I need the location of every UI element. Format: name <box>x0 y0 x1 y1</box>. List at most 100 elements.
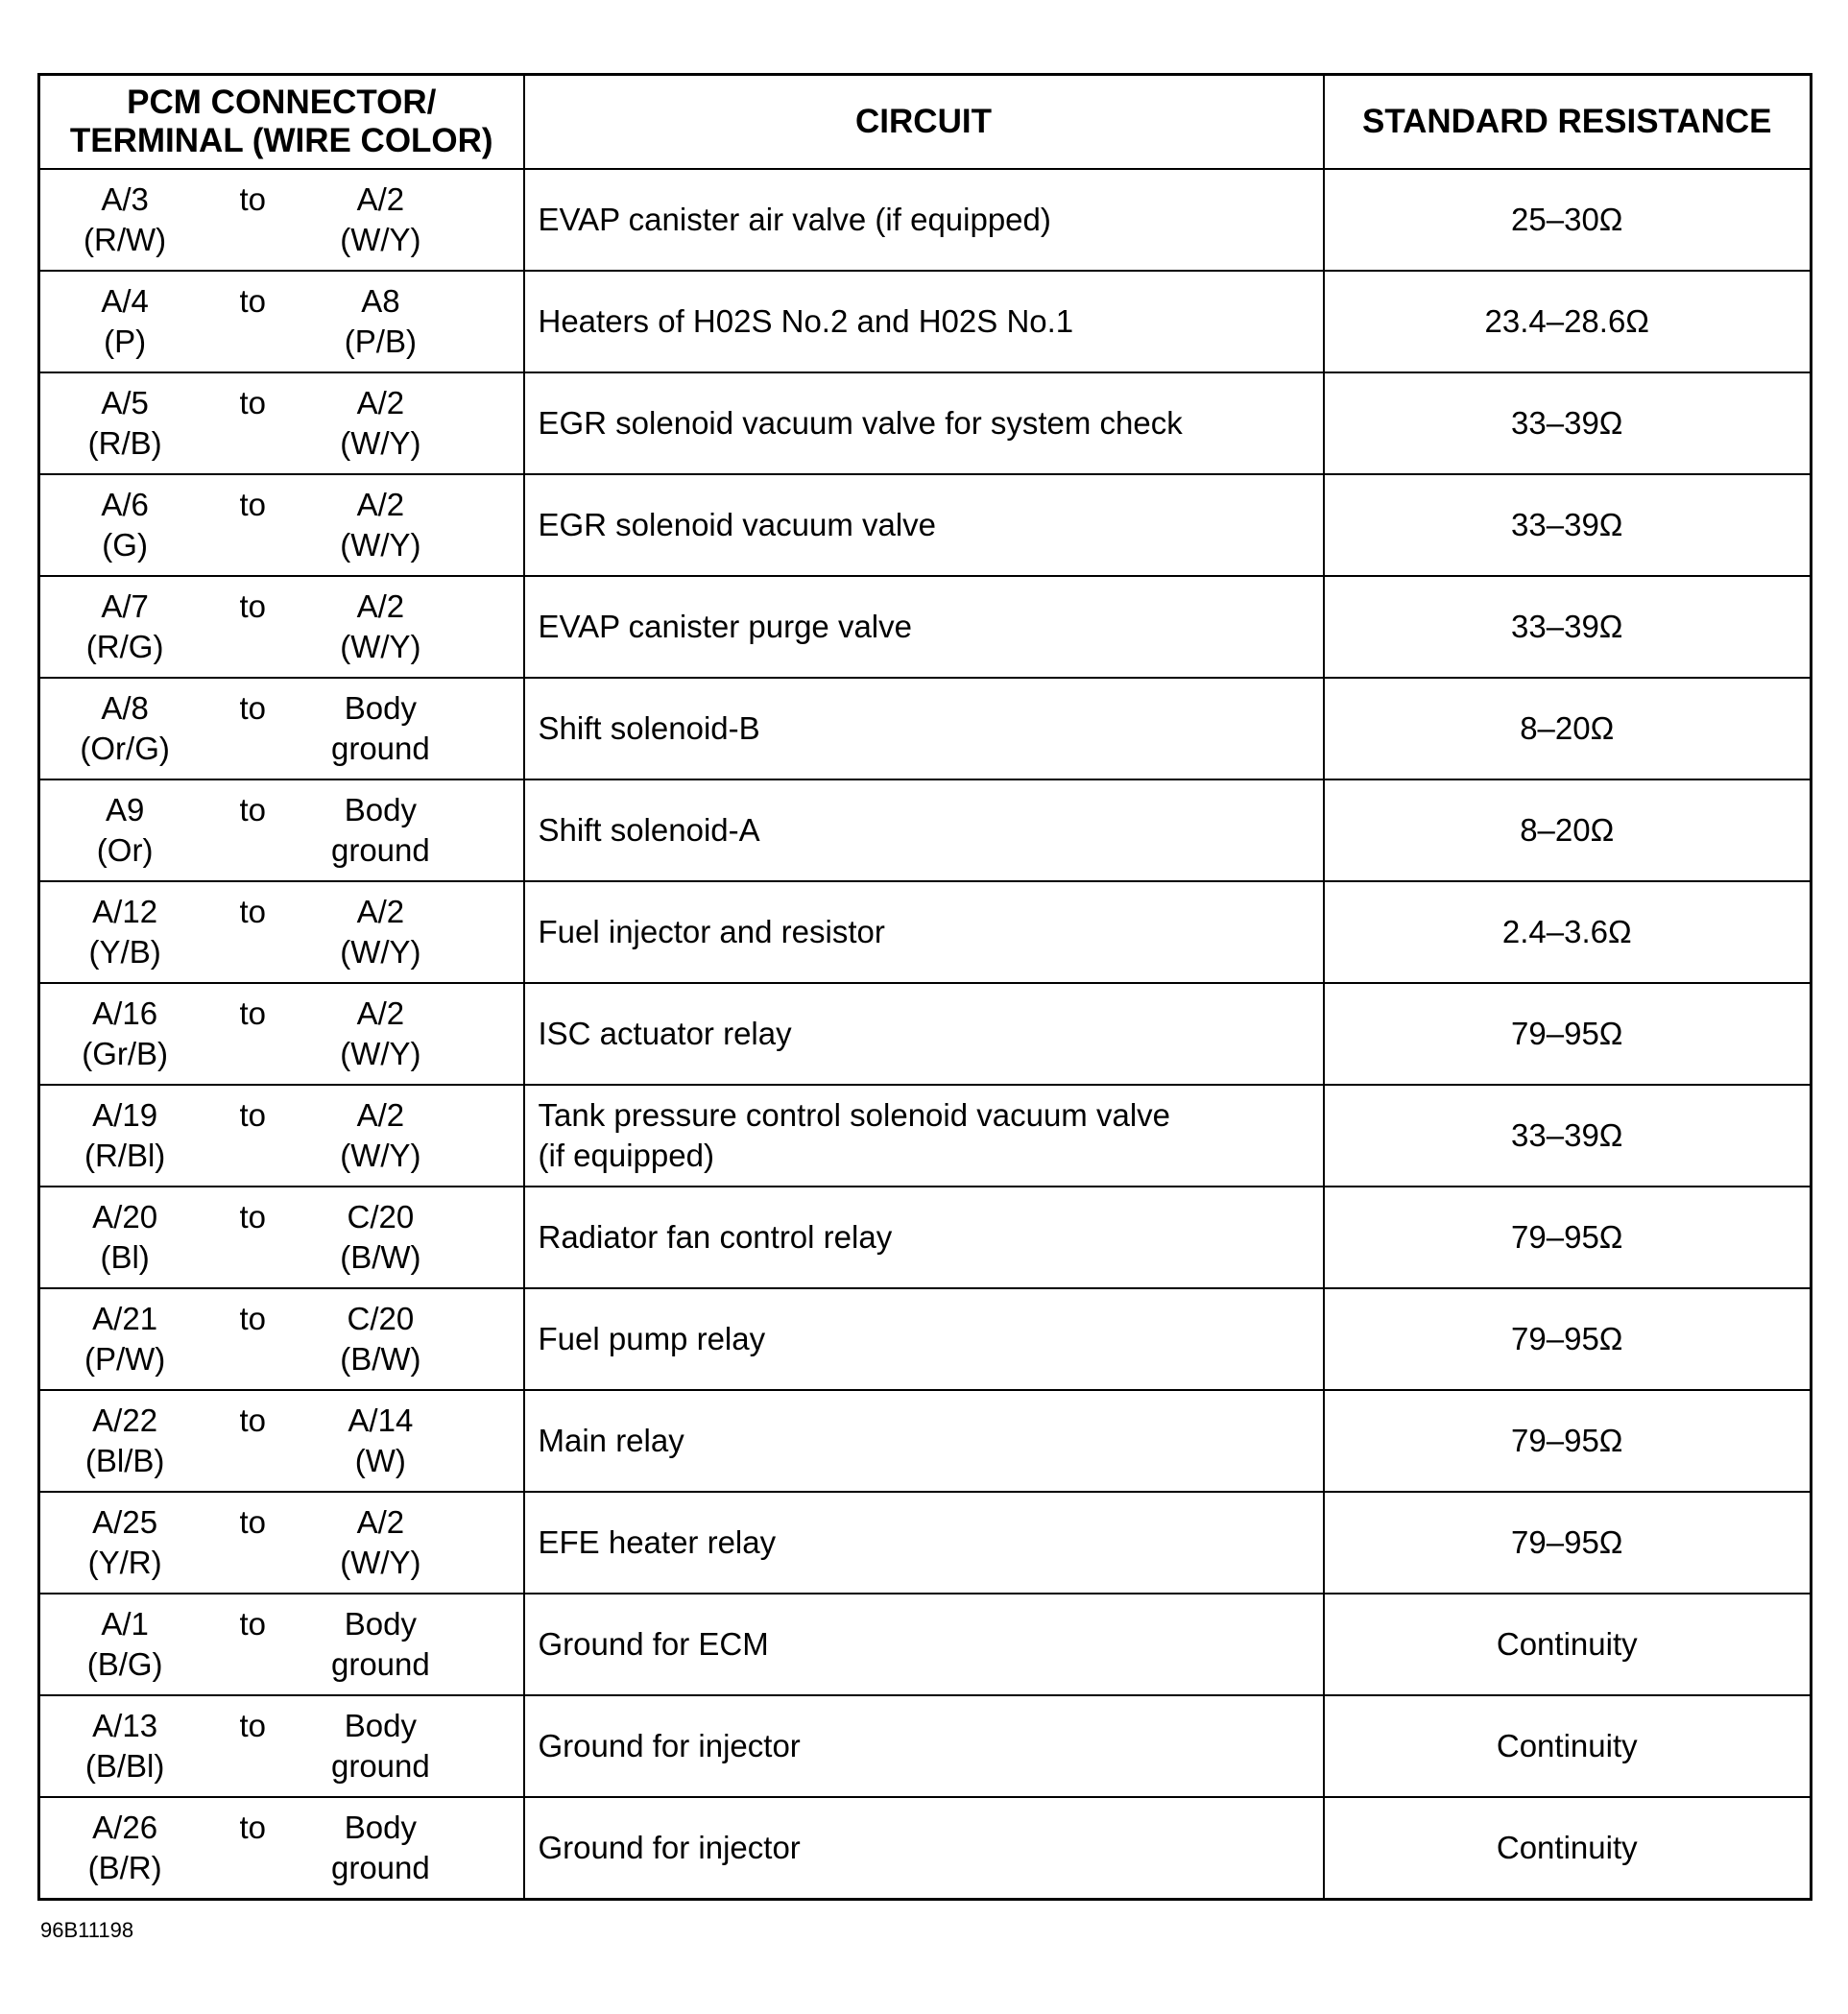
circuit-cell: EGR solenoid vacuum valve <box>522 473 1325 577</box>
terminal-cell: A/13 to Body (B/Bl) ground <box>37 1694 525 1798</box>
terminal-cell: A/16 to A/2 (Gr/B) (W/Y) <box>37 982 525 1086</box>
table-row: A/6 to A/2 (G) (W/Y) EGR solenoid vacuum valv… <box>37 473 1812 577</box>
from-wire-color: (R/Bl) <box>84 1138 166 1173</box>
dest-terminal: Body <box>344 1606 417 1642</box>
resistance-cell: 23.4–28.6Ω <box>1322 270 1812 373</box>
from-wire-color: (B/Bl) <box>84 1748 165 1784</box>
from-wire-color: (B/R) <box>87 1850 162 1885</box>
from-wire-color: (Bl) <box>100 1239 150 1275</box>
from-wire-color: (G) <box>102 527 148 563</box>
circuit-cell: EFE heater relay <box>522 1491 1325 1594</box>
dest-terminal: A/2 <box>356 588 405 624</box>
circuit-text: Shift solenoid-B <box>538 710 760 746</box>
header-terminal-line1: PCM CONNECTOR/ <box>127 84 437 121</box>
resistance-cell: 25–30Ω <box>1322 168 1812 272</box>
dest-terminal: A/2 <box>356 385 405 420</box>
resistance-cell: Continuity <box>1322 1694 1812 1798</box>
header-circuit: CIRCUIT <box>522 73 1325 170</box>
terminal-cell: A/20 to C/20 (Bl) (B/W) <box>37 1186 525 1289</box>
from-terminal: A/26 <box>92 1810 158 1845</box>
circuit-text: Main relay <box>538 1423 684 1458</box>
dest-wire-color: ground <box>330 731 430 766</box>
table-row: A/26 to Body (B/R) ground Ground for injector… <box>37 1796 1812 1901</box>
table-row: A/13 to Body (B/Bl) ground Ground for injecto… <box>37 1694 1812 1798</box>
to-label: to <box>239 1199 267 1235</box>
resistance-table: PCM CONNECTOR/ TERMINAL (WIRE COLOR) CIR… <box>37 73 1812 1901</box>
dest-wire-color: (B/W) <box>340 1341 421 1377</box>
resistance-cell: 79–95Ω <box>1322 1287 1812 1391</box>
circuit-text: Ground for ECM <box>538 1626 769 1662</box>
to-label: to <box>239 1504 267 1540</box>
dest-wire-color: (W/Y) <box>340 527 421 563</box>
table-row: A/16 to A/2 (Gr/B) (W/Y) ISC actuator relay 79… <box>37 982 1812 1086</box>
dest-terminal: A8 <box>361 283 400 319</box>
from-wire-color: (P/W) <box>84 1341 166 1377</box>
from-terminal: A/8 <box>101 690 149 726</box>
circuit-text: Heaters of H02S No.2 and H02S No.1 <box>538 303 1074 339</box>
table-row: A/25 to A/2 (Y/R) (W/Y) EFE heater relay 79–95… <box>37 1491 1812 1594</box>
from-wire-color: (B/G) <box>86 1646 163 1682</box>
dest-terminal: Body <box>344 792 417 827</box>
terminal-cell: A/1 to Body (B/G) ground <box>37 1593 525 1696</box>
from-terminal: A/22 <box>92 1403 158 1438</box>
from-terminal: A/3 <box>101 181 149 217</box>
circuit-cell: Ground for injector <box>522 1796 1325 1901</box>
from-wire-color: (R/G) <box>85 629 164 664</box>
dest-terminal: Body <box>344 1708 417 1743</box>
to-label: to <box>239 1301 267 1336</box>
terminal-cell: A/5 to A/2 (R/B) (W/Y) <box>37 372 525 475</box>
table-row: A/7 to A/2 (R/G) (W/Y) EVAP canister purge va… <box>37 575 1812 679</box>
resistance-cell: Continuity <box>1322 1796 1812 1901</box>
header-terminal-line2: TERMINAL (WIRE COLOR) <box>69 122 493 159</box>
dest-wire-color: (W/Y) <box>340 1545 421 1580</box>
from-wire-color: (P) <box>104 324 147 359</box>
resistance-cell: 2.4–3.6Ω <box>1322 880 1812 984</box>
terminal-cell: A/3 to A/2 (R/W) (W/Y) <box>37 168 525 272</box>
dest-wire-color: (W/Y) <box>340 222 421 257</box>
from-terminal: A/1 <box>101 1606 149 1642</box>
resistance-cell: 33–39Ω <box>1322 1084 1812 1187</box>
circuit-cell: Tank pressure control solenoid vacuum va… <box>522 1084 1325 1187</box>
to-label: to <box>239 995 267 1031</box>
to-label: to <box>239 1097 267 1133</box>
circuit-cell: Fuel injector and resistor <box>522 880 1325 984</box>
header-row: PCM CONNECTOR/ TERMINAL (WIRE COLOR) CIR… <box>37 73 1812 170</box>
terminal-cell: A/25 to A/2 (Y/R) (W/Y) <box>37 1491 525 1594</box>
terminal-cell: A/8 to Body (Or/G) ground <box>37 677 525 780</box>
resistance-cell: Continuity <box>1322 1593 1812 1696</box>
from-terminal: A/21 <box>92 1301 158 1336</box>
dest-terminal: A/2 <box>356 995 405 1031</box>
header-resistance: STANDARD RESISTANCE <box>1322 73 1812 170</box>
from-terminal: A/5 <box>101 385 149 420</box>
circuit-text: EVAP canister purge valve <box>538 609 913 644</box>
figure-code: 96B11198 <box>40 1918 134 1942</box>
circuit-cell: EVAP canister air valve (if equipped) <box>522 168 1325 272</box>
circuit-text: Tank pressure control solenoid vacuum va… <box>538 1097 1171 1133</box>
table-row: A/22 to A/14 (Bl/B) (W) Main relay 79–95Ω <box>37 1389 1812 1493</box>
dest-wire-color: ground <box>330 1646 430 1682</box>
dest-wire-color: (W) <box>354 1443 406 1478</box>
circuit-cell: Ground for ECM <box>522 1593 1325 1696</box>
dest-wire-color: (W/Y) <box>340 425 421 461</box>
to-label: to <box>239 1810 267 1845</box>
terminal-cell: A/22 to A/14 (Bl/B) (W) <box>37 1389 525 1493</box>
terminal-cell: A/4 to A8 (P) (P/B) <box>37 270 525 373</box>
resistance-cell: 33–39Ω <box>1322 372 1812 475</box>
to-label: to <box>239 894 267 929</box>
from-terminal: A/16 <box>92 995 158 1031</box>
dest-terminal: A/2 <box>356 487 405 522</box>
dest-wire-color: ground <box>330 1748 430 1784</box>
dest-wire-color: (W/Y) <box>340 1138 421 1173</box>
table-row: A/4 to A8 (P) (P/B) Heaters of H02S No.2 and … <box>37 270 1812 373</box>
dest-wire-color: ground <box>330 832 430 868</box>
dest-terminal: A/2 <box>356 1097 405 1133</box>
circuit-cell: Fuel pump relay <box>522 1287 1325 1391</box>
circuit-text: EFE heater relay <box>538 1524 777 1560</box>
to-label: to <box>239 1403 267 1438</box>
dest-terminal: A/2 <box>356 181 405 217</box>
to-label: to <box>239 792 267 827</box>
dest-terminal: Body <box>344 690 417 726</box>
from-terminal: A/13 <box>92 1708 158 1743</box>
resistance-cell: 33–39Ω <box>1322 575 1812 679</box>
to-label: to <box>239 385 267 420</box>
